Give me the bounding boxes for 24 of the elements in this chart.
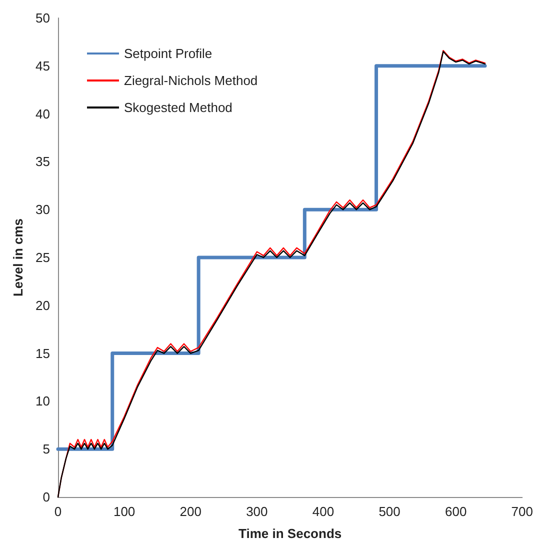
y-tick-label: 35 — [36, 154, 50, 170]
y-tick-label: 15 — [36, 346, 50, 361]
x-tick-label: 600 — [444, 504, 467, 519]
y-tick-label: 20 — [36, 298, 50, 313]
x-tick-label: 300 — [246, 504, 268, 519]
x-tick-label: 700 — [511, 504, 534, 519]
y-tick-label: 0 — [42, 490, 50, 504]
legend-label: Ziegral-Nichols Method — [124, 73, 258, 88]
y-tick-label: 50 — [36, 10, 50, 26]
y-tick-label: 5 — [42, 442, 50, 457]
y-axis-title: Level in cms — [10, 218, 26, 297]
y-tick-label: 40 — [36, 106, 50, 122]
y-tick-label: 30 — [36, 202, 50, 218]
legend-label: Skogested Method — [124, 100, 232, 115]
x-tick-label: 100 — [113, 504, 136, 519]
legend-label: Setpoint Profile — [124, 46, 212, 61]
x-tick-label: 500 — [378, 504, 400, 519]
y-tick-label: 25 — [36, 250, 50, 265]
x-tick-label: 0 — [54, 504, 62, 519]
x-axis-title: Time in Seconds — [238, 526, 342, 541]
x-tick-label: 400 — [312, 504, 334, 519]
x-tick-label: 200 — [180, 504, 202, 519]
y-tick-label: 10 — [36, 394, 50, 409]
y-tick-label: 45 — [36, 58, 50, 74]
